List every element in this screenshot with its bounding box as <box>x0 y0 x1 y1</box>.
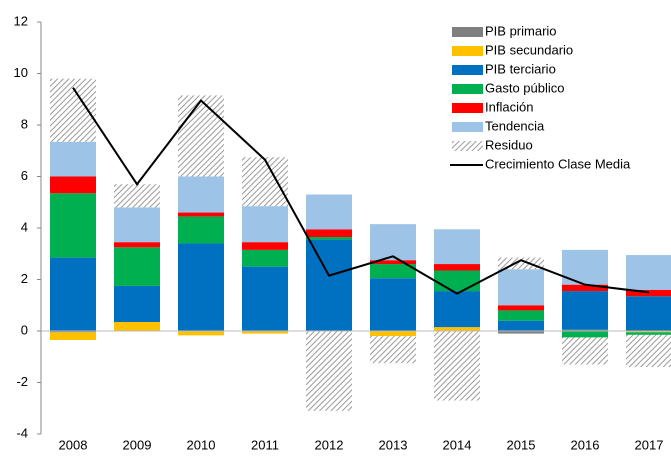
bar-segment <box>498 320 544 331</box>
legend-swatch <box>452 122 483 132</box>
bar-segment <box>50 193 96 258</box>
bar-segment <box>562 331 608 338</box>
x-tick-label: 2012 <box>315 437 344 452</box>
bar-segment <box>178 243 224 331</box>
y-tick-label: 10 <box>14 65 28 80</box>
y-tick-label: -4 <box>16 425 28 440</box>
bar-segment <box>114 242 160 248</box>
bar-segment <box>434 331 480 401</box>
bar-segment <box>626 334 671 368</box>
bar-segment <box>306 237 352 240</box>
y-tick-label: 12 <box>14 13 28 28</box>
x-tick-label: 2010 <box>187 437 216 452</box>
legend-label: Crecimiento Clase Media <box>485 156 631 171</box>
y-tick-label: 6 <box>21 168 28 183</box>
bar-segment <box>50 176 96 194</box>
legend-swatch <box>452 103 483 113</box>
bar-segment <box>370 264 416 279</box>
bar-segment <box>242 331 288 334</box>
x-tick-label: 2008 <box>59 437 88 452</box>
bar-segment <box>178 216 224 244</box>
bar-segment <box>306 229 352 238</box>
legend-label: Gasto público <box>485 80 565 95</box>
bar-segment <box>370 278 416 331</box>
legend-label: PIB terciario <box>485 61 556 76</box>
legend-label: Tendencia <box>485 118 545 133</box>
legend-swatch <box>452 84 483 94</box>
bar-segment <box>562 291 608 330</box>
bar-segment <box>434 264 480 271</box>
legend-swatch <box>452 141 483 151</box>
bar-segment <box>370 336 416 364</box>
bar-segment <box>562 337 608 365</box>
bar-segment <box>626 296 671 331</box>
bar-segment <box>242 206 288 243</box>
legend-label: Residuo <box>485 137 533 152</box>
bar-segment <box>114 207 160 243</box>
bar-segment <box>306 239 352 331</box>
bar-segment <box>498 257 544 270</box>
bar-segment <box>626 331 671 333</box>
bar-segment <box>562 329 608 331</box>
bar-segment <box>434 327 480 331</box>
legend-swatch <box>452 65 483 75</box>
y-tick-label: 2 <box>21 271 28 286</box>
bar-segment <box>434 291 480 328</box>
bar-segment <box>114 321 160 331</box>
bar-segment <box>178 331 224 336</box>
bar-segment <box>50 331 96 333</box>
x-tick-label: 2015 <box>507 437 536 452</box>
bar-segment <box>114 285 160 322</box>
x-tick-label: 2014 <box>443 437 472 452</box>
legend-label: Inflación <box>485 99 533 114</box>
x-tick-label: 2016 <box>571 437 600 452</box>
bar-segment <box>498 305 544 311</box>
bar-segment <box>370 224 416 261</box>
bar-segment <box>498 331 544 334</box>
bar-segment <box>50 257 96 331</box>
legend-swatch <box>452 27 483 37</box>
x-tick-label: 2013 <box>379 437 408 452</box>
bar-segment <box>178 95 224 177</box>
y-tick-label: 0 <box>21 322 28 337</box>
bar-segment <box>242 242 288 250</box>
bar-segment <box>306 194 352 230</box>
y-tick-label: 8 <box>21 116 28 131</box>
bar-segment <box>242 157 288 207</box>
bar-segment <box>178 176 224 213</box>
bar-segment <box>114 247 160 286</box>
x-tick-label: 2011 <box>251 437 279 452</box>
legend-swatch <box>452 46 483 56</box>
legend-label: PIB primario <box>485 23 557 38</box>
y-tick-label: 4 <box>21 219 28 234</box>
bar-segment <box>178 212 224 217</box>
y-tick-label: -2 <box>16 374 28 389</box>
bar-segment <box>434 270 480 292</box>
bar-segment <box>114 184 160 208</box>
bar-segment <box>370 331 416 337</box>
bar-segment <box>306 331 352 411</box>
bar-segment <box>562 284 608 292</box>
bar-segment <box>242 249 288 267</box>
bar-segment <box>498 310 544 321</box>
bar-segment <box>370 260 416 265</box>
x-tick-label: 2009 <box>123 437 152 452</box>
bar-segment <box>50 332 96 341</box>
legend-label: PIB secundario <box>485 42 573 57</box>
bar-segment <box>50 141 96 177</box>
bar-segment <box>498 269 544 306</box>
x-tick-label: 2017 <box>635 437 664 452</box>
line-series <box>72 87 650 295</box>
bar-segment <box>626 332 671 335</box>
bar-segment <box>242 266 288 331</box>
bar-segment <box>434 229 480 265</box>
bar-segment <box>626 255 671 290</box>
